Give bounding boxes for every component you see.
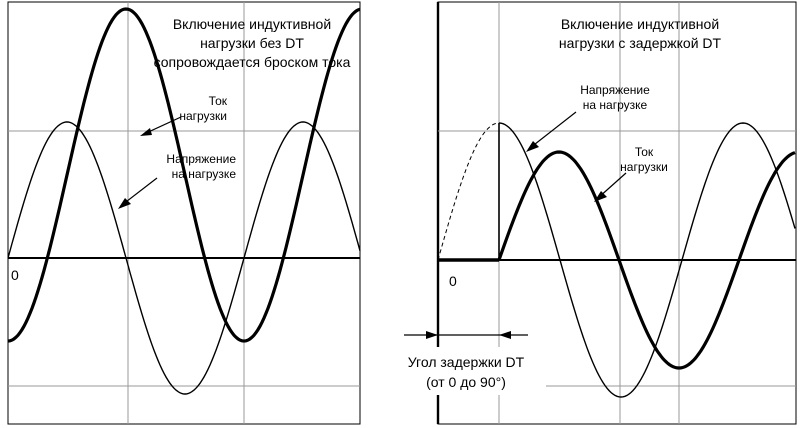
delay-label-line-2: (от 0 до 90°) (426, 374, 506, 390)
left-voltage-label-line-1: Напряжение (166, 152, 236, 166)
left-current-label-line-1: Ток (209, 94, 228, 108)
right-current-label-line-2: нагрузки (620, 160, 668, 174)
right-title-line-1: Включение индуктивной (561, 16, 719, 32)
left-current-curve (7, 7, 361, 343)
right-panel: Включение индуктивной нагрузки с задержк… (390, 1, 797, 425)
right-current-curve (497, 150, 796, 370)
delay-label-line-1: Угол задержки DT (408, 354, 525, 370)
left-voltage-arrowhead (118, 198, 131, 209)
right-voltage-label-line-1: Напряжение (580, 83, 650, 97)
left-panel-frame (7, 1, 361, 425)
left-title-line-2: нагрузки без DT (200, 35, 304, 51)
right-voltage-arrowhead (526, 141, 539, 152)
left-title-line-3: сопровождается броском тока (154, 54, 351, 70)
right-voltage-curve (498, 122, 796, 398)
left-panel: Включение индуктивной нагрузки без DT со… (7, 1, 361, 425)
left-current-arrowhead (140, 128, 152, 136)
right-current-label-line-1: Ток (635, 145, 654, 159)
left-voltage-arrow (121, 177, 158, 206)
right-current-arrowhead (594, 191, 607, 202)
left-current-label-line-2: нагрузки (179, 109, 227, 123)
right-title-line-2: нагрузки с задержкой DT (559, 35, 722, 51)
right-voltage-label-line-2: на нагрузке (583, 98, 648, 112)
left-title-line-1: Включение индуктивной (173, 16, 331, 32)
left-voltage-curve (7, 121, 361, 395)
delay-arrowhead-right (499, 331, 511, 339)
right-voltage-dashed-curve (437, 122, 499, 261)
right-zero-label: 0 (449, 273, 457, 289)
right-voltage-arrow (529, 111, 577, 149)
left-zero-label: 0 (11, 267, 19, 283)
delay-arrowhead-left (426, 331, 438, 339)
delay-label-backdrop (390, 347, 546, 395)
left-voltage-label-line-2: на нагрузке (172, 167, 237, 181)
